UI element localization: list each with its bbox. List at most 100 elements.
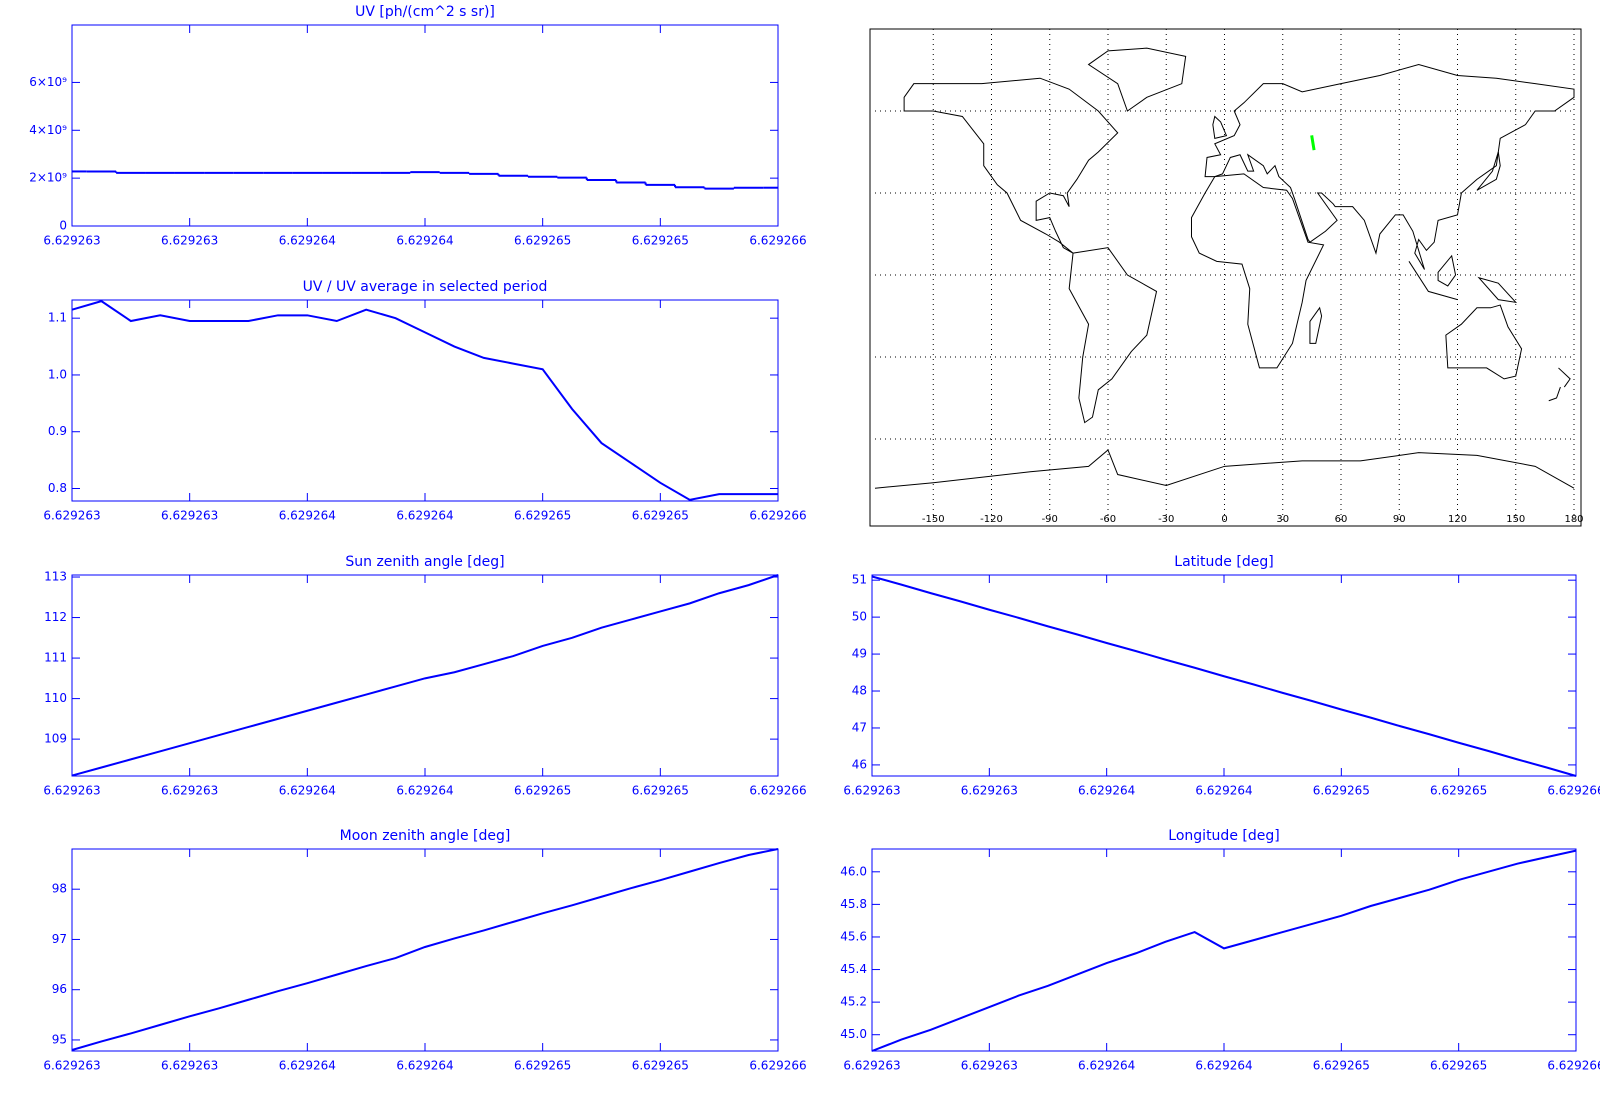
- y-tick-label: 6×10⁹: [29, 75, 67, 89]
- y-tick-label: 97: [52, 932, 67, 946]
- x-tick-label: 6.629265: [632, 234, 689, 248]
- x-tick-label: 6.629265: [514, 509, 571, 523]
- y-tick-label: 45.4: [840, 962, 867, 976]
- great-britain: [1213, 116, 1227, 138]
- x-tick-label: 6.629264: [279, 784, 336, 798]
- y-tick-label: 46: [852, 757, 867, 771]
- x-tick-label: 6.629264: [396, 234, 453, 248]
- data-line: [71, 300, 778, 501]
- x-tick-label: 6.629263: [43, 234, 100, 248]
- x-tick-label: 6.629266: [749, 1059, 806, 1073]
- greenland: [1089, 48, 1186, 111]
- x-tick-label: 6.629263: [161, 509, 218, 523]
- y-tick-label: 4×10⁹: [29, 123, 67, 137]
- map-tick-label: 120: [1448, 514, 1467, 525]
- data-line: [71, 574, 779, 777]
- x-tick-label: 6.629263: [961, 1059, 1018, 1073]
- chart-title: Latitude [deg]: [1174, 554, 1273, 570]
- y-tick-label: 49: [852, 647, 867, 661]
- y-tick-label: 45.0: [840, 1027, 867, 1041]
- x-tick-label: 6.629264: [396, 784, 453, 798]
- map-tick-label: -30: [1158, 514, 1174, 525]
- map-tick-label: 90: [1393, 514, 1406, 525]
- north-america: [904, 78, 1118, 253]
- x-tick-label: 6.629265: [1313, 1059, 1370, 1073]
- y-tick-label: 110: [44, 691, 67, 705]
- y-tick-label: 45.6: [840, 929, 867, 943]
- map-tick-label: -60: [1100, 514, 1116, 525]
- map-tick-label: 30: [1276, 514, 1289, 525]
- madagascar: [1310, 308, 1322, 344]
- y-tick-label: 0.8: [48, 481, 67, 495]
- data-line: [871, 575, 1577, 777]
- x-tick-label: 6.629266: [1547, 784, 1600, 798]
- south-america: [1069, 248, 1156, 423]
- x-tick-label: 6.629263: [961, 784, 1018, 798]
- data-line: [71, 848, 779, 1051]
- y-tick-label: 1.0: [48, 367, 67, 381]
- x-tick-label: 6.629263: [43, 1059, 100, 1073]
- chart-title: UV [ph/(cm^2 s sr)]: [355, 4, 495, 20]
- y-tick-label: 1.1: [48, 311, 67, 325]
- x-tick-label: 6.629264: [1078, 784, 1135, 798]
- x-tick-label: 6.629265: [514, 784, 571, 798]
- x-tick-label: 6.629263: [43, 784, 100, 798]
- x-tick-label: 6.629266: [749, 509, 806, 523]
- y-tick-label: 109: [44, 732, 67, 746]
- x-tick-label: 6.629265: [1430, 1059, 1487, 1073]
- y-tick-label: 98: [52, 882, 67, 896]
- y-tick-label: 112: [44, 610, 67, 624]
- x-tick-label: 6.629263: [161, 784, 218, 798]
- map-tick-label: 0: [1221, 514, 1227, 525]
- x-tick-label: 6.629266: [749, 234, 806, 248]
- x-tick-label: 6.629264: [279, 1059, 336, 1073]
- chart-title: Moon zenith angle [deg]: [340, 828, 511, 844]
- x-tick-label: 6.629264: [279, 509, 336, 523]
- map-tick-label: 60: [1335, 514, 1348, 525]
- y-tick-label: 45.8: [840, 897, 867, 911]
- x-tick-label: 6.629263: [161, 234, 218, 248]
- y-tick-label: 47: [852, 720, 867, 734]
- y-tick-label: 50: [852, 610, 867, 624]
- eurasia: [1205, 65, 1574, 270]
- new-zealand: [1549, 368, 1570, 401]
- chart-title: Longitude [deg]: [1168, 828, 1279, 844]
- africa: [1191, 174, 1323, 368]
- data-line: [871, 849, 1577, 1052]
- map-tick-label: 150: [1506, 514, 1525, 525]
- y-tick-label: 95: [52, 1032, 67, 1046]
- x-tick-label: 6.629264: [396, 1059, 453, 1073]
- x-tick-label: 6.629263: [843, 1059, 900, 1073]
- ground-track: [1310, 135, 1316, 151]
- x-tick-label: 6.629264: [279, 234, 336, 248]
- indonesia: [1409, 256, 1516, 302]
- x-tick-label: 6.629265: [632, 784, 689, 798]
- chart-title: Sun zenith angle [deg]: [345, 554, 504, 570]
- y-tick-label: 0: [59, 219, 67, 233]
- x-tick-label: 6.629264: [1078, 1059, 1135, 1073]
- y-tick-label: 111: [44, 651, 67, 665]
- map-tick-label: -120: [980, 514, 1003, 525]
- y-tick-label: 46.0: [840, 864, 867, 878]
- y-tick-label: 48: [852, 684, 867, 698]
- y-tick-label: 51: [852, 573, 867, 587]
- map-tick-label: 180: [1564, 514, 1583, 525]
- y-tick-label: 45.2: [840, 995, 867, 1009]
- x-tick-label: 6.629265: [514, 1059, 571, 1073]
- y-tick-label: 96: [52, 982, 67, 996]
- map-tick-label: -90: [1042, 514, 1058, 525]
- japan: [1477, 152, 1500, 190]
- x-tick-label: 6.629265: [1313, 784, 1370, 798]
- antarctica: [875, 450, 1574, 488]
- x-tick-label: 6.629263: [43, 509, 100, 523]
- y-tick-label: 0.9: [48, 424, 67, 438]
- map-tick-label: -150: [922, 514, 945, 525]
- x-tick-label: 6.629265: [632, 509, 689, 523]
- x-tick-label: 6.629265: [632, 1059, 689, 1073]
- x-tick-label: 6.629264: [1195, 784, 1252, 798]
- x-tick-label: 6.629265: [1430, 784, 1487, 798]
- x-tick-label: 6.629266: [749, 784, 806, 798]
- x-tick-label: 6.629263: [161, 1059, 218, 1073]
